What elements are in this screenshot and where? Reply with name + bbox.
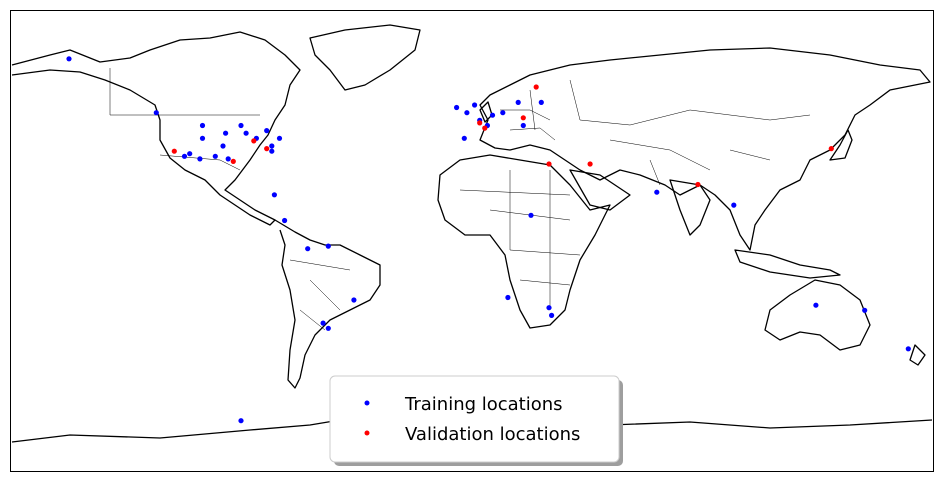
validation-location-point bbox=[251, 138, 257, 144]
training-location-point bbox=[905, 346, 911, 352]
coastlines bbox=[11, 24, 933, 443]
greenland-outline bbox=[309, 24, 421, 91]
eurasia-outline bbox=[479, 47, 931, 251]
training-location-point bbox=[269, 148, 275, 154]
indonesia-outline bbox=[734, 249, 841, 279]
training-location-point bbox=[500, 110, 506, 116]
legend-marker-validation bbox=[364, 430, 370, 436]
training-location-point bbox=[223, 130, 229, 136]
legend-box bbox=[329, 375, 620, 463]
training-location-point bbox=[325, 325, 331, 331]
country-borders bbox=[109, 68, 811, 331]
training-location-point bbox=[225, 156, 231, 162]
training-location-point bbox=[862, 307, 868, 313]
legend: Training locations Validation locations bbox=[329, 375, 623, 466]
us-canada-border bbox=[109, 68, 260, 116]
legend-label-validation: Validation locations bbox=[405, 424, 580, 445]
validation-location-point bbox=[264, 146, 270, 152]
south-america-borders bbox=[289, 259, 351, 331]
validation-location-point bbox=[546, 161, 552, 167]
training-location-point bbox=[489, 112, 496, 118]
training-location-point bbox=[528, 212, 534, 218]
training-location-point bbox=[220, 143, 226, 149]
north-america-outline bbox=[11, 31, 301, 226]
russia-border bbox=[569, 79, 811, 126]
training-location-point bbox=[243, 130, 249, 136]
training-location-point bbox=[461, 135, 467, 141]
training-location-point bbox=[505, 294, 511, 301]
training-location-point bbox=[269, 143, 275, 149]
validation-location-point bbox=[533, 84, 539, 90]
legend-label-training: Training locations bbox=[404, 394, 563, 415]
training-location-point bbox=[282, 217, 288, 224]
training-location-point bbox=[546, 305, 552, 311]
south-america-outline bbox=[274, 219, 381, 389]
location-points bbox=[66, 56, 911, 424]
training-location-point bbox=[464, 110, 470, 116]
training-location-point bbox=[515, 99, 521, 105]
world-map: Training locations Validation locations bbox=[10, 10, 934, 472]
training-location-point bbox=[187, 151, 193, 157]
validation-location-point bbox=[171, 148, 177, 154]
validation-location-point bbox=[230, 158, 236, 164]
training-location-point bbox=[731, 202, 737, 208]
training-location-point bbox=[153, 110, 159, 116]
training-location-point bbox=[654, 189, 660, 195]
training-location-point bbox=[199, 135, 206, 141]
training-location-point bbox=[271, 192, 277, 198]
training-location-point bbox=[305, 246, 311, 252]
africa-outline bbox=[437, 154, 611, 329]
arabia-outline bbox=[569, 169, 631, 211]
training-location-point bbox=[549, 312, 555, 318]
training-location-point bbox=[538, 99, 544, 105]
training-location-point bbox=[199, 122, 206, 129]
japan-outline bbox=[829, 129, 853, 161]
validation-location-point bbox=[695, 181, 701, 188]
validation-location-point bbox=[520, 115, 526, 121]
validation-location-point bbox=[587, 161, 593, 167]
training-location-point bbox=[66, 56, 72, 62]
training-location-point bbox=[454, 104, 460, 111]
training-location-point bbox=[320, 320, 326, 326]
training-location-point bbox=[325, 243, 331, 249]
training-location-point bbox=[212, 153, 218, 159]
training-location-point bbox=[264, 128, 270, 134]
training-location-point bbox=[238, 418, 244, 424]
validation-location-point bbox=[828, 146, 834, 152]
training-location-point bbox=[472, 102, 478, 108]
legend-marker-training bbox=[364, 400, 370, 406]
training-location-point bbox=[276, 135, 283, 141]
training-location-point bbox=[197, 156, 203, 162]
new-zealand-outline bbox=[909, 344, 926, 366]
asia-borders bbox=[609, 139, 771, 186]
training-location-point bbox=[351, 297, 357, 303]
europe-borders bbox=[500, 89, 556, 141]
validation-location-point bbox=[477, 120, 483, 126]
training-location-point bbox=[520, 122, 526, 129]
us-mexico-border bbox=[159, 154, 241, 171]
training-location-point bbox=[181, 153, 188, 159]
training-location-point bbox=[238, 122, 244, 129]
australia-outline bbox=[764, 279, 871, 351]
validation-location-point bbox=[482, 125, 488, 131]
training-location-point bbox=[813, 302, 819, 308]
